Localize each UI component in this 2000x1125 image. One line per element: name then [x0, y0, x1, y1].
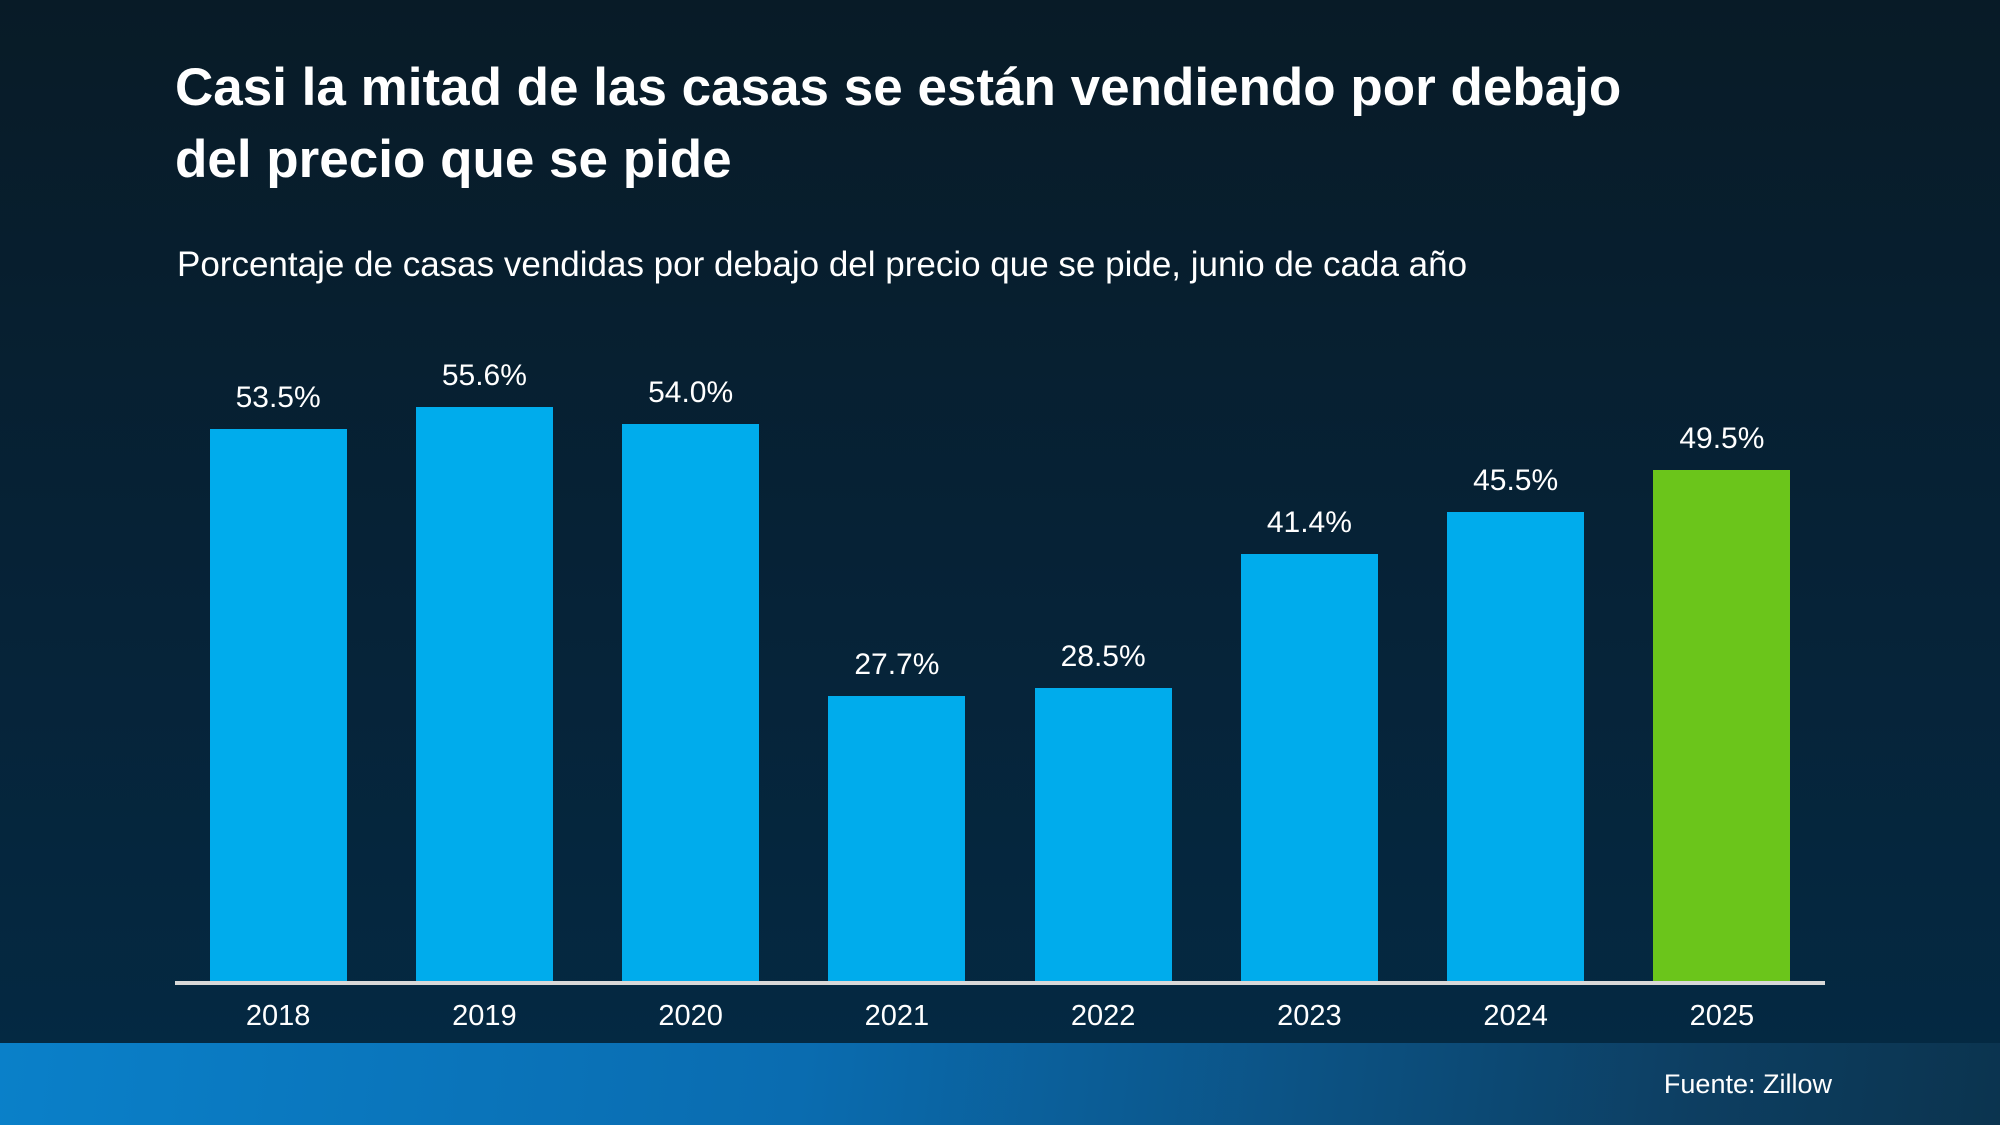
- x-tick-label-2022: 2022: [1070, 1000, 1136, 1032]
- bar-2019: [415, 407, 553, 983]
- chart-subtitle: Porcentaje de casas vendidas por debajo …: [177, 245, 1468, 284]
- bar-2025: [1653, 470, 1791, 983]
- x-tick-label-2020: 2020: [658, 1000, 723, 1032]
- x-tick-label-2025: 2025: [1689, 1000, 1755, 1032]
- bar-column-2023: 41.4%: [1240, 407, 1378, 983]
- bar-column-2024: 45.5%: [1447, 407, 1585, 983]
- source-attribution: Fuente: Zillow: [1663, 1068, 1832, 1099]
- bar-value-label-2019: 55.6%: [441, 359, 527, 392]
- bar-value-label-2021: 27.7%: [854, 648, 940, 682]
- bar-2024: [1447, 511, 1585, 983]
- bar-column-2025: 49.5%: [1653, 407, 1791, 983]
- bar-value-label-2020: 54.0%: [648, 375, 734, 409]
- bar-value-label-2023: 41.4%: [1266, 506, 1352, 540]
- bar-2022: [1034, 687, 1172, 983]
- bar-column-2020: 54.0%: [622, 376, 760, 983]
- bar-value-label-2018: 53.5%: [235, 380, 321, 414]
- bar-column-2022: 28.5%: [1034, 407, 1172, 983]
- bar-chart-plot-area: 53.5% 55.6% 54.0% 27.7% 28.5% 41.4% 45.5% 49.5%: [175, 359, 1825, 983]
- x-tick-label-2023: 2023: [1277, 1000, 1342, 1032]
- bar-column-2021: 27.7%: [828, 407, 966, 983]
- bar-2018: [209, 428, 347, 983]
- chart-title: Casi la mitad de las casas se están vend…: [175, 58, 1622, 190]
- x-tick-label-2024: 2024: [1483, 1000, 1548, 1032]
- bar-value-label-2024: 45.5%: [1473, 463, 1559, 497]
- bar-2023: [1240, 554, 1378, 983]
- bar-column-2019: 55.6%: [415, 359, 553, 983]
- bar-value-label-2022: 28.5%: [1060, 639, 1146, 673]
- x-tick-label-2021: 2021: [864, 1000, 930, 1032]
- bar-column-2018: 53.5%: [209, 381, 347, 983]
- x-tick-label-2019: 2019: [452, 1000, 517, 1032]
- footer-bar: Fuente: Zillow: [0, 1043, 2000, 1125]
- bar-2021: [828, 696, 966, 983]
- bar-value-label-2025: 49.5%: [1679, 422, 1765, 456]
- x-axis-labels: 2018 2019 2020 2021 2022 2023 2024 2025: [175, 1000, 1825, 1033]
- x-axis-line: [175, 981, 1825, 985]
- x-tick-label-2018: 2018: [245, 1000, 311, 1032]
- bar-2020: [622, 423, 760, 983]
